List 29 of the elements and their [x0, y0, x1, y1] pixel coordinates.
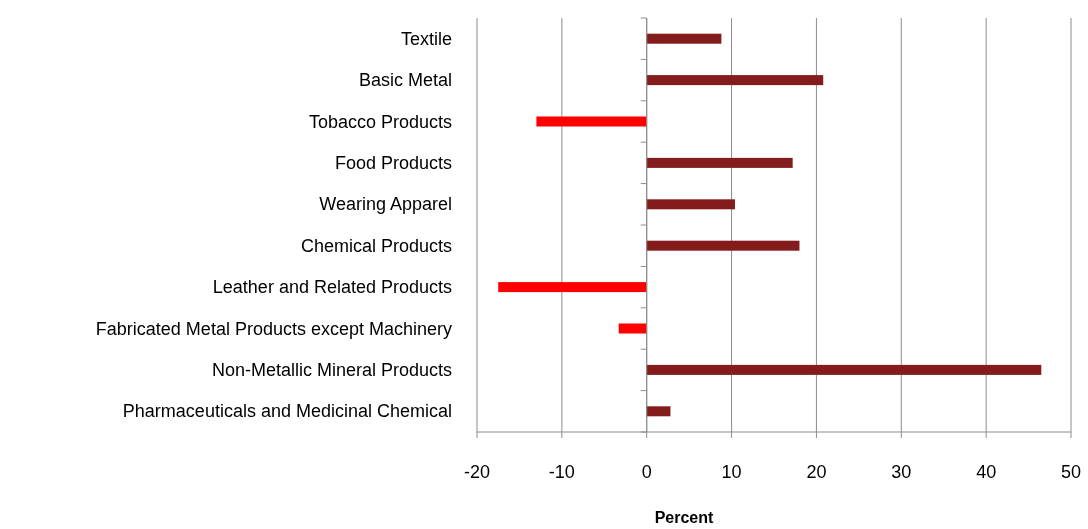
bar — [646, 33, 722, 44]
y-tick-label: Pharmaceuticals and Medicinal Chemical — [122, 401, 452, 422]
bar — [646, 406, 671, 417]
x-tick-label: 50 — [1060, 462, 1082, 482]
y-tick-label: Textile — [400, 28, 452, 49]
y-tick-label: Food Products — [334, 152, 452, 173]
bar — [646, 364, 1042, 375]
bar — [536, 116, 647, 127]
x-tick-label: 30 — [891, 462, 912, 482]
y-tick-label: Non-Metallic Mineral Products — [211, 359, 452, 380]
y-tick-label: Leather and Related Products — [212, 277, 452, 298]
x-tick-label: -20 — [463, 462, 491, 482]
bar — [498, 282, 647, 293]
x-tick-label: 0 — [641, 462, 652, 482]
y-tick-label: Fabricated Metal Products except Machinery — [95, 318, 452, 339]
bar — [646, 240, 800, 251]
y-tick-label: Chemical Products — [300, 235, 452, 256]
y-tick-label: Wearing Apparel — [319, 194, 452, 215]
bar — [618, 323, 647, 334]
x-tick-label: -10 — [548, 462, 575, 482]
x-tick-label: 10 — [721, 462, 742, 482]
y-tick-label: Basic Metal — [358, 70, 452, 91]
bar — [646, 199, 735, 210]
y-tick-label: Tobacco Products — [308, 111, 452, 132]
bar — [646, 157, 793, 168]
x-axis-title: Percent — [654, 509, 715, 526]
bar — [646, 75, 824, 86]
x-tick-label: 40 — [976, 462, 997, 482]
x-tick-label: 20 — [806, 462, 827, 482]
